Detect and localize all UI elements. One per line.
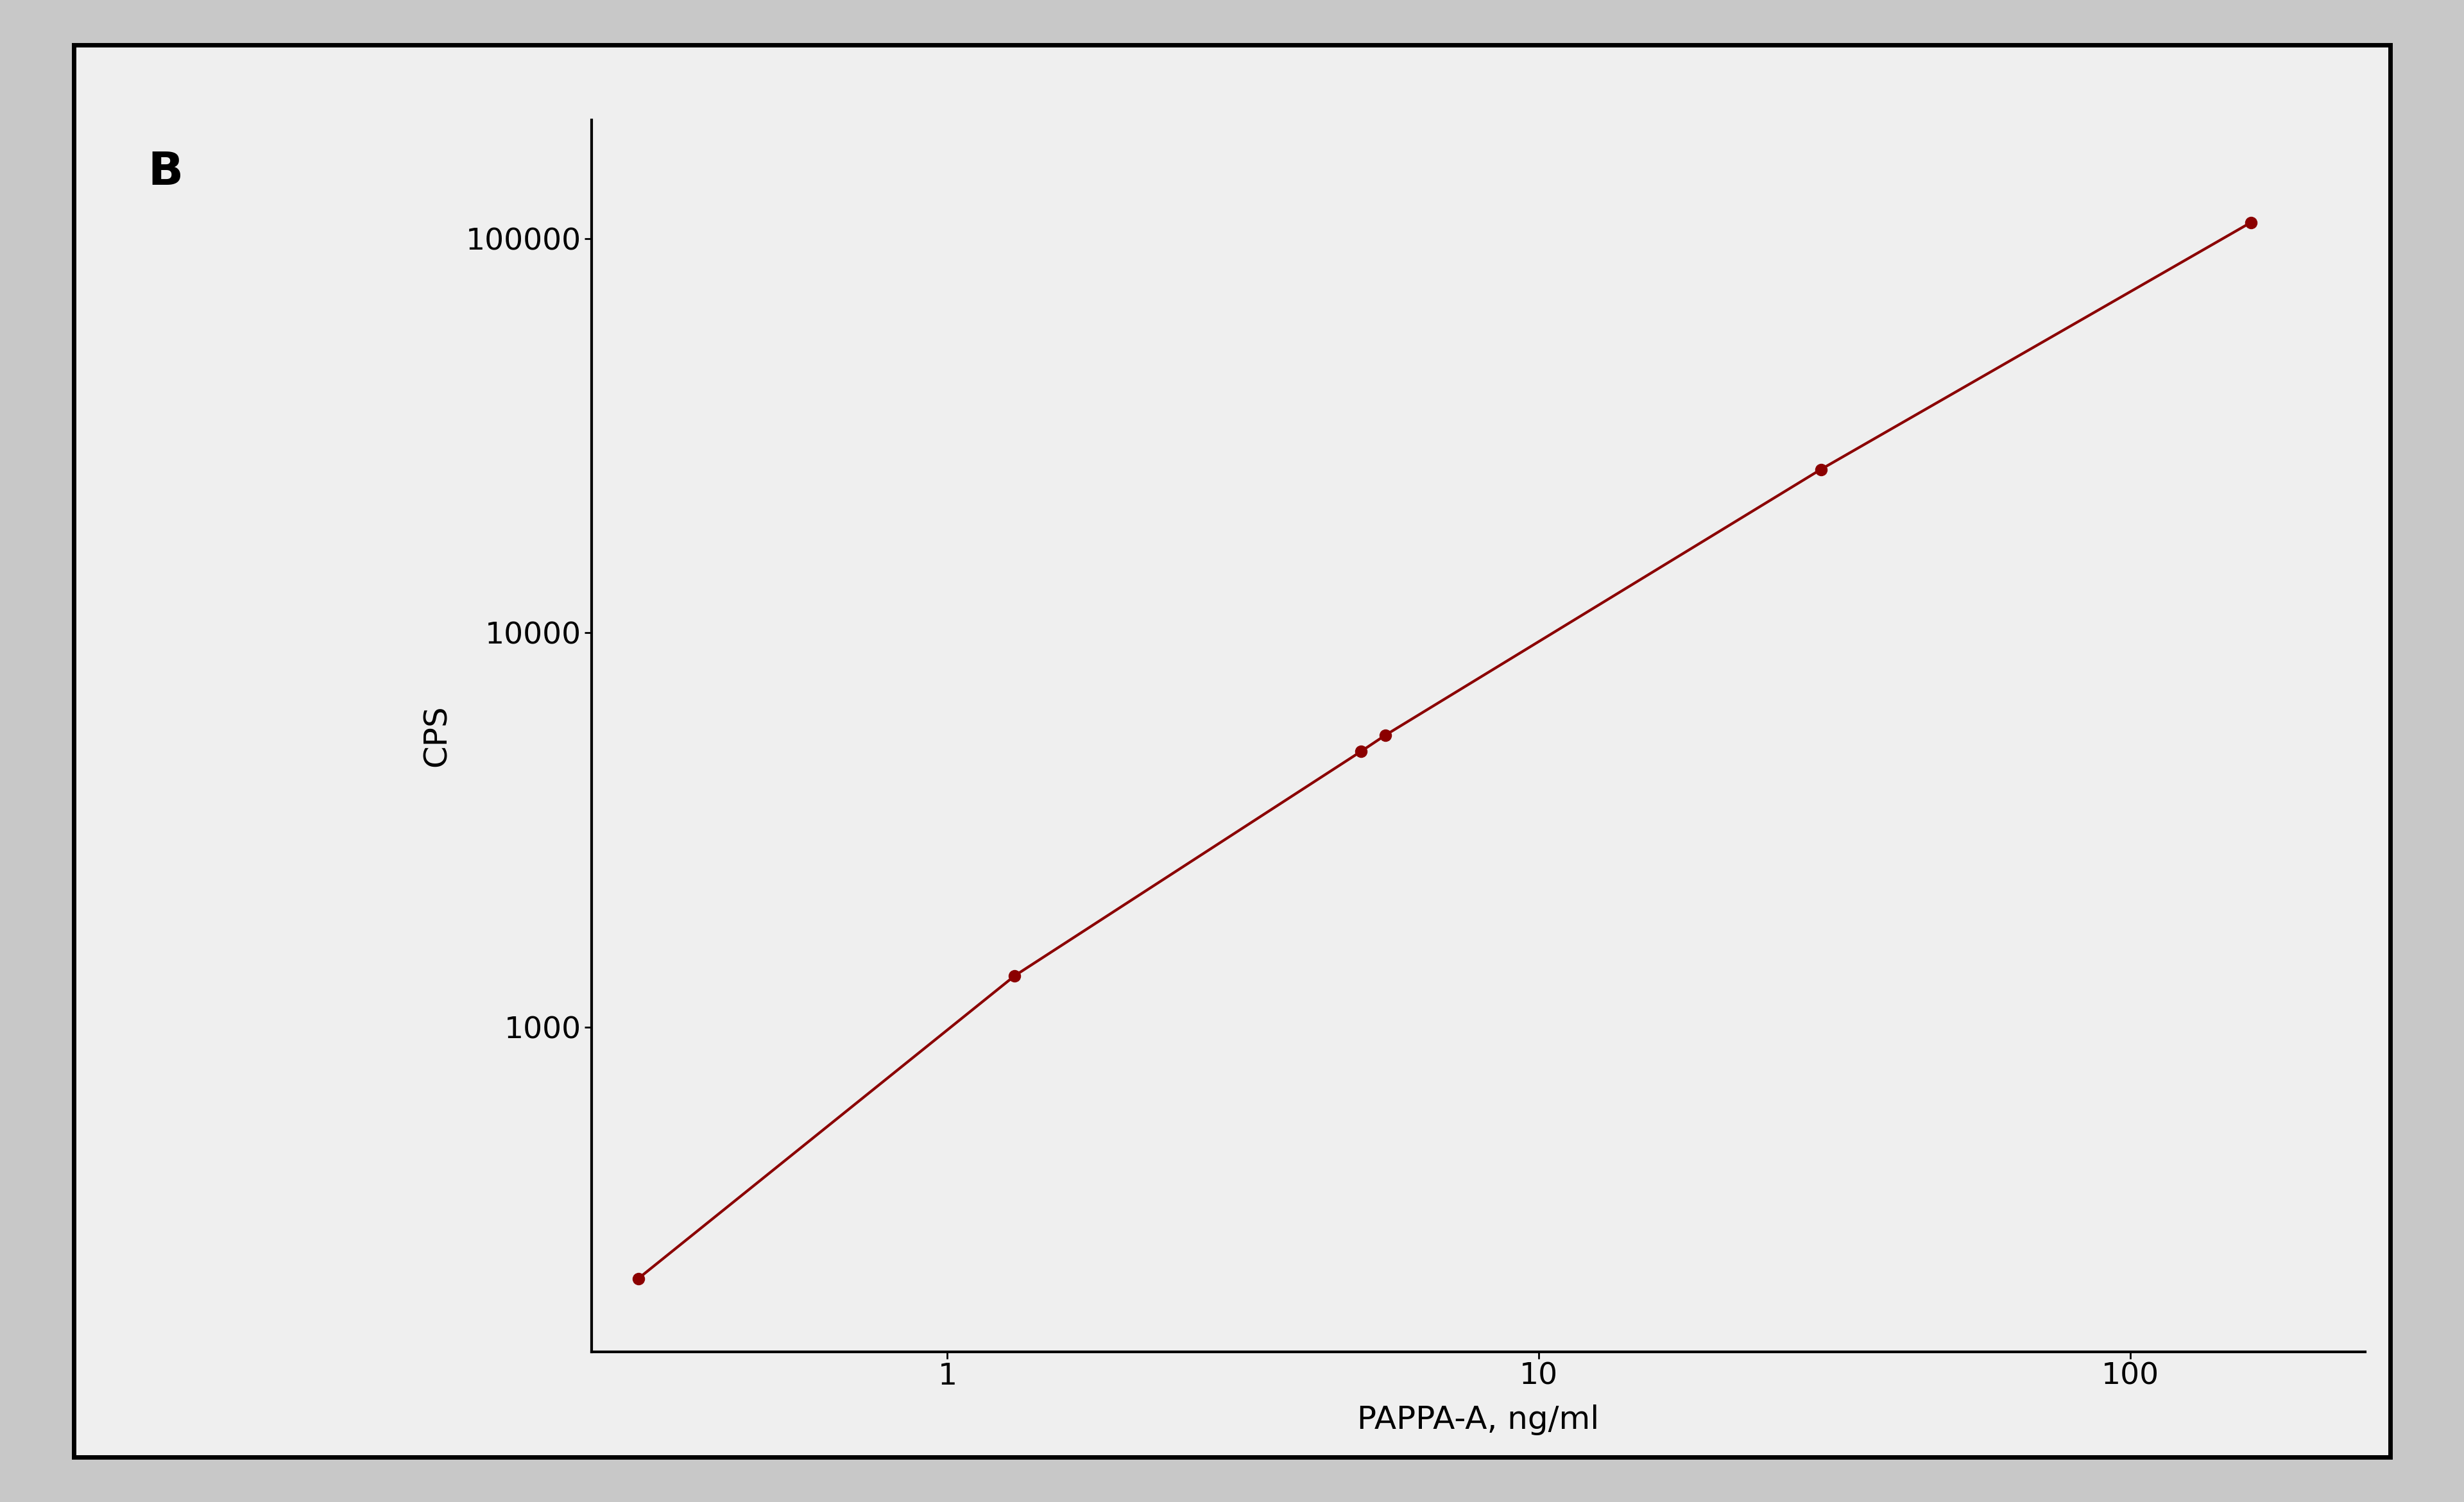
X-axis label: PAPPA-A, ng/ml: PAPPA-A, ng/ml bbox=[1358, 1404, 1599, 1434]
Y-axis label: CPS: CPS bbox=[421, 704, 453, 768]
Text: B: B bbox=[148, 150, 182, 194]
